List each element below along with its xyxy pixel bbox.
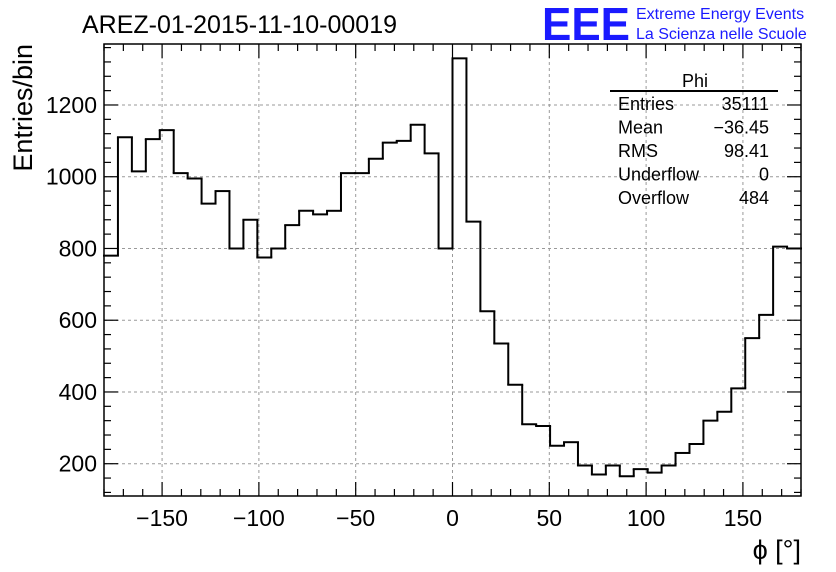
stats-box: Phi Entries 35111 Mean −36.45 RMS 98.41 Underf… <box>610 71 778 208</box>
y-axis-label: Entries/bin <box>8 44 38 172</box>
tick-labels: −150 −100 −50 0 50 100 150 200 400 600 800 1000 1200 <box>46 92 762 531</box>
stats-row-label: Mean <box>618 118 663 138</box>
stats-row-label: Underflow <box>618 165 700 185</box>
y-tick-label: 600 <box>59 307 97 333</box>
x-tick-label: −100 <box>233 505 285 531</box>
axis-ticks <box>103 44 802 496</box>
y-tick-label: 200 <box>59 451 97 477</box>
x-tick-label: 0 <box>446 505 459 531</box>
stats-row-label: RMS <box>618 141 658 161</box>
x-tick-label: 150 <box>724 505 762 531</box>
stats-row-value: 98.41 <box>724 141 769 161</box>
stats-row-value: 35111 <box>722 94 769 114</box>
y-tick-label: 1200 <box>46 92 97 118</box>
stats-title: Phi <box>682 71 708 91</box>
y-tick-label: 800 <box>59 235 97 261</box>
x-axis-label: ϕ [°] <box>753 535 801 565</box>
logo-line-2: La Scienza nelle Scuole <box>636 26 807 43</box>
chart-title: AREZ-01-2015-11-10-00019 <box>82 11 397 39</box>
y-tick-label: 1000 <box>46 164 97 190</box>
x-tick-label: −150 <box>136 505 188 531</box>
stats-row-label: Overflow <box>618 188 690 208</box>
x-tick-label: 100 <box>627 505 665 531</box>
y-tick-label: 400 <box>59 379 97 405</box>
stats-row-value: 484 <box>739 188 769 208</box>
eee-logo: EEE <box>542 0 630 50</box>
logo-line-1: Extreme Energy Events <box>636 6 804 23</box>
x-tick-label: 50 <box>537 505 563 531</box>
x-tick-label: −50 <box>336 505 375 531</box>
histogram-series <box>103 57 802 478</box>
stats-row-value: 0 <box>759 165 769 185</box>
stats-row-label: Entries <box>618 94 674 114</box>
stats-row-value: −36.45 <box>713 118 769 138</box>
